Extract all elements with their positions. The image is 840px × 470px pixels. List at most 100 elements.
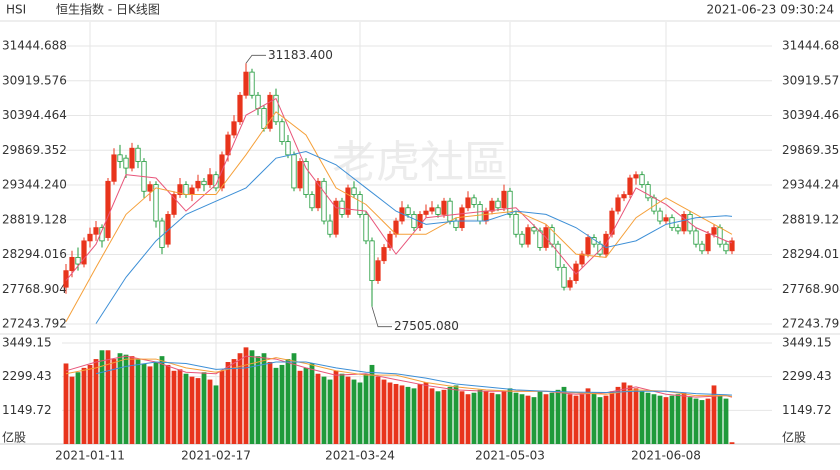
candle-body [237,94,243,123]
volume-bar [447,386,453,444]
candle-body [387,233,393,248]
volume-bar [285,359,291,444]
candle-body [285,141,291,156]
volume-bar [297,370,303,444]
timestamp: 2021-06-23 09:30:24 [707,3,834,17]
candle-body [69,257,75,272]
y-tick-label: 29869.352 [2,143,67,157]
candle-body [645,184,651,199]
y-tick-label: 3449.15 [2,336,52,350]
volume-bar [183,373,189,444]
volume-bar [483,391,489,444]
candle-body [195,180,201,189]
volume-bar [87,364,93,444]
volume-bar [615,386,621,444]
volume-bar [675,394,681,444]
annotation-label: 27505.080 [394,319,459,333]
candle-body [183,184,189,195]
y-tick-label: 28819.128 [2,212,67,226]
candle-body [303,161,309,195]
candle-body [717,227,723,245]
candle-body [81,240,87,265]
volume-bar [699,400,705,444]
volume-bar [309,363,315,444]
candle-body [177,184,183,195]
volume-bar [633,388,639,444]
candle-body [711,227,717,235]
y-tick-label-right: 2299.43 [782,369,832,383]
volume-bar [729,442,735,444]
y-tick-label-right: 29869.352 [782,143,840,157]
volume-bar [81,367,87,444]
volume-bar [429,388,435,444]
candle-body [189,187,195,195]
volume-bar [369,364,375,444]
y-tick-label: 28294.016 [2,247,67,261]
candle-body [351,187,357,195]
volume-bar [591,392,597,444]
ma-line [65,111,733,322]
candle-body [375,260,381,281]
y-tick-label-right: 31444.688 [782,39,840,53]
volume-bar [351,379,357,444]
candle-body [381,247,387,262]
candle-body [477,204,483,222]
volume-bar [63,363,69,444]
candle-body [117,154,123,162]
volume-bar [549,392,555,444]
y-tick-label: 1149.72 [2,403,52,417]
volume-bar [345,376,351,444]
candle-body [495,200,501,209]
volume-bar [681,392,687,444]
volume-bar [693,398,699,444]
candle-body [201,180,207,186]
volume-bar [159,356,165,444]
candle-body [75,257,81,265]
candle-body [111,154,117,182]
candle-body [525,227,531,245]
candle-body [135,147,141,162]
volume-bar [189,376,195,444]
candle-body [627,177,633,195]
volume-bar [69,376,75,444]
y-tick-label: 31444.688 [2,39,67,53]
candle-body [567,280,573,288]
candle-body [333,200,339,235]
volume-bar [669,395,675,444]
y-tick-label-right: 29344.240 [782,178,840,192]
volume-bar [393,383,399,444]
y-tick-label: 30919.576 [2,73,67,87]
volume-bar [153,362,159,444]
volume-bar [93,359,99,444]
volume-unit-right: 亿股 [782,430,806,445]
volume-bar [537,391,543,444]
y-tick-label-right: 1149.72 [782,403,832,417]
volume-bar [435,391,441,444]
candle-body [453,220,459,229]
volume-bar [381,379,387,444]
candle-body [639,174,645,186]
candle-body [435,207,441,215]
volume-bar [135,359,141,444]
volume-bar [603,395,609,444]
volume-bar [579,394,585,444]
y-tick-label-right: 27768.904 [782,282,840,296]
volume-bar [621,382,627,444]
candle-body [585,237,591,255]
volume-bar [213,385,219,444]
candle-body [633,174,639,179]
candle-body [699,243,705,252]
candle-body [519,233,525,245]
candle-body [273,94,279,123]
volume-bar [585,388,591,444]
volume-bar [423,382,429,444]
volume-bar [555,389,561,444]
volume-bar [501,391,507,444]
candle-body [513,213,519,235]
candle-body [123,157,129,169]
y-tick-label-right: 30394.464 [782,108,840,122]
candle-body [447,200,453,222]
volume-bar [543,394,549,444]
volume-bar [237,353,243,444]
volume-bar [525,395,531,444]
